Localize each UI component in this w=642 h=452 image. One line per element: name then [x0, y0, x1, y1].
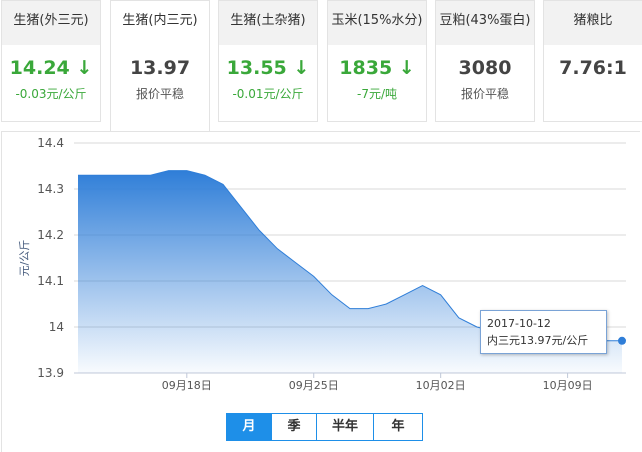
y-tick-label: 13.9	[37, 366, 64, 380]
card-title: 生猪(外三元)	[2, 1, 100, 45]
y-tick-label: 14.4	[37, 136, 64, 150]
tab-range[interactable]: 半年	[317, 414, 374, 440]
card-title: 玉米(15%水分)	[328, 1, 426, 45]
card-title: 猪粮比	[544, 1, 642, 45]
tab-range[interactable]: 年	[391, 419, 405, 434]
tooltip-date: 2017-10-12	[487, 317, 551, 330]
tooltip-text: 内三元13.97元/公斤	[487, 334, 589, 347]
price-card[interactable]: 豆粕(43%蛋白) 3080 报价平稳	[435, 0, 535, 122]
x-tick-label: 09月25日	[289, 379, 339, 392]
card-change: 报价平稳	[135, 87, 184, 101]
x-tick-label: 09月18日	[162, 379, 212, 392]
arrow-down-icon: ↓	[293, 57, 310, 79]
series-area	[78, 170, 622, 373]
card-change: -0.03元/公斤	[15, 87, 87, 101]
x-tick-label: 10月09日	[543, 379, 593, 392]
arrow-down-icon: ↓	[398, 57, 415, 79]
card-value: 13.55 ↓	[226, 57, 310, 79]
card-value: 3080	[458, 57, 512, 79]
card-value: 7.76:1	[559, 57, 627, 79]
chart-tooltip: 2017-10-12 内三元13.97元/公斤	[480, 310, 607, 354]
card-title: 豆粕(43%蛋白)	[436, 1, 534, 45]
price-card[interactable]: 生猪(外三元) 14.24 ↓ -0.03元/公斤	[1, 0, 101, 122]
card-value: 1835 ↓	[339, 57, 415, 79]
card-value: 14.24 ↓	[9, 57, 93, 79]
card-value: 13.97	[129, 57, 191, 79]
card-change: 报价平稳	[460, 87, 509, 101]
card-title: 生猪(土杂猪)	[219, 1, 317, 45]
y-axis-label: 元/公斤	[18, 240, 31, 277]
y-tick-label: 14.2	[37, 228, 64, 242]
price-card[interactable]: 猪粮比 7.76:1	[543, 0, 642, 122]
card-change: -0.01元/公斤	[232, 87, 304, 101]
y-tick-label: 14.3	[37, 182, 64, 196]
price-card[interactable]: 生猪(土杂猪) 13.55 ↓ -0.01元/公斤	[218, 0, 318, 122]
y-tick-label: 14	[49, 320, 64, 334]
x-tick-label: 10月02日	[416, 379, 466, 392]
tab-range[interactable]: 月	[227, 414, 272, 440]
tab-range[interactable]: 季	[272, 414, 317, 440]
card-title: 生猪(内三元)	[111, 1, 209, 45]
data-point	[618, 336, 626, 345]
chart-panel	[1, 131, 640, 452]
arrow-down-icon: ↓	[76, 57, 93, 79]
card-change: -7元/吨	[356, 87, 397, 101]
price-card[interactable]: 生猪(内三元) 13.97 报价平稳	[110, 0, 210, 132]
price-card[interactable]: 玉米(15%水分) 1835 ↓ -7元/吨	[327, 0, 427, 122]
range-tabs: 月季半年 年	[226, 413, 423, 441]
y-tick-label: 14.1	[37, 274, 64, 288]
